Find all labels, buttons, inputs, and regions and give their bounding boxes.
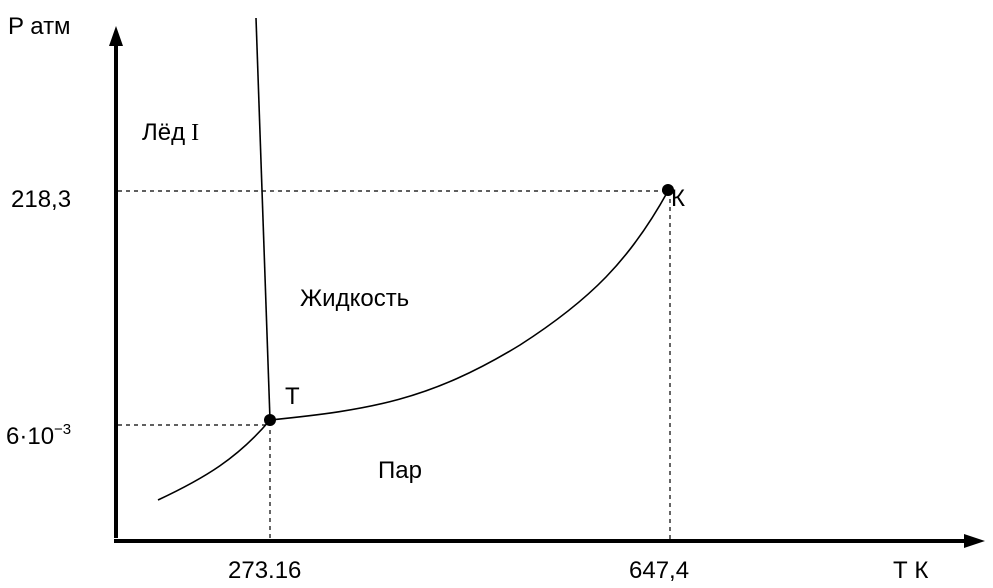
y-tick-critical-pressure: 218,3: [11, 186, 71, 213]
region-ice-text: Лёд: [142, 119, 185, 146]
critical-point-marker: [662, 184, 674, 196]
y-tick-triple-pressure: 6·10−3: [6, 421, 71, 450]
x-tick-triple-temperature: 273.16: [228, 557, 301, 584]
triple-point-label: Т: [285, 383, 300, 410]
x-tick-critical-temperature: 647,4: [629, 557, 689, 584]
region-liquid-label: Жидкость: [300, 285, 409, 312]
triple-point-marker: [264, 414, 276, 426]
y-axis-label: P атм: [8, 13, 71, 40]
vaporization-curve: [269, 190, 669, 421]
region-ice-label: Лёд I: [142, 119, 199, 146]
y-axis-arrow: [109, 26, 123, 46]
melting-curve: [255, 17, 271, 421]
y-tick-triple-pressure-base: 6·10: [6, 423, 54, 450]
region-ice-numeral: I: [191, 120, 199, 146]
critical-point-label: К: [671, 185, 685, 212]
x-axis-label: Т К: [893, 557, 928, 584]
x-axis-arrow: [964, 534, 985, 548]
region-vapor-label: Пар: [378, 457, 422, 484]
y-tick-triple-pressure-exp: −3: [54, 421, 71, 438]
sublimation-curve: [157, 419, 271, 501]
